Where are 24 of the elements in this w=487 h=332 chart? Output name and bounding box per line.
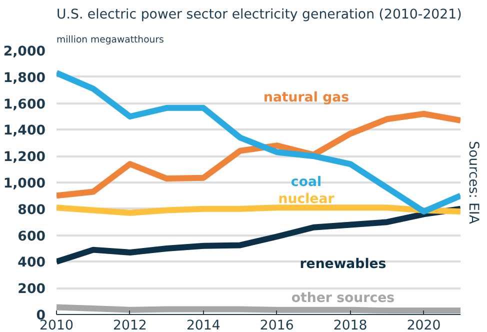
y-tick-label: 800 (18, 202, 46, 218)
x-tick-label: 2014 (186, 318, 220, 332)
y-tick-label: 1,600 (3, 97, 46, 112)
y-tick-label: 2,000 (3, 44, 46, 60)
series-label: nuclear (278, 192, 335, 208)
x-tick-label: 2010 (40, 318, 74, 332)
x-tick-label: 2016 (260, 318, 294, 332)
chart-title: U.S. electric power sector electricity generation (2010-2021) (56, 8, 462, 22)
y-tick-label: 1,000 (3, 176, 46, 192)
x-tick-label: 2018 (333, 318, 368, 332)
y-tick-label: 1,800 (3, 70, 46, 86)
series-label: coal (290, 175, 322, 190)
y-tick-label: 600 (18, 229, 46, 244)
series-label: renewables (300, 256, 386, 272)
series-label: natural gas (263, 90, 350, 106)
y-tick-label: 1,400 (3, 124, 46, 139)
y-tick-label: 200 (18, 282, 46, 298)
x-tick-label: 2012 (112, 318, 147, 332)
y-tick-label: 400 (18, 256, 46, 271)
x-tick-label: 2020 (406, 318, 441, 332)
y-axis-title: million megawatthours (56, 34, 164, 46)
y-tick-label: 1,200 (3, 150, 46, 166)
series-label: other sources (291, 291, 395, 306)
source-note: Sources: EIA (466, 141, 480, 224)
